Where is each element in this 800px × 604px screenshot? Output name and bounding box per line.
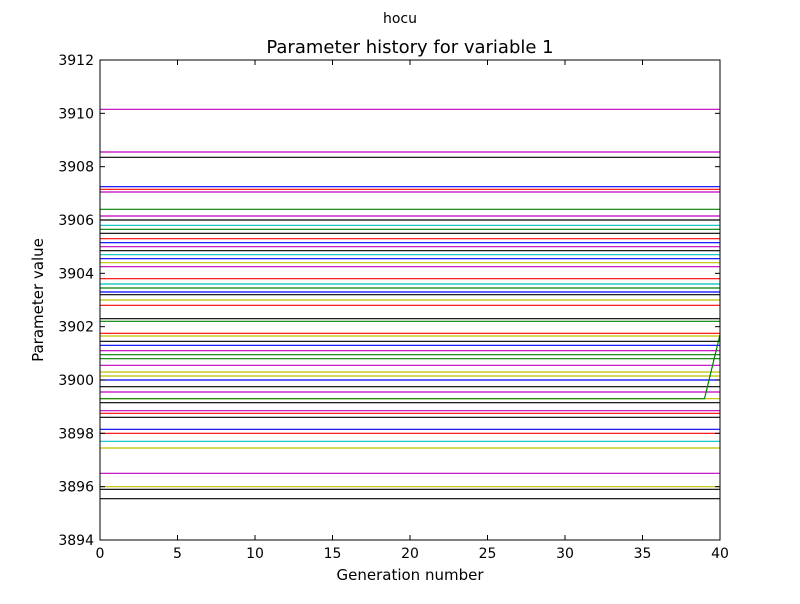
- x-axis-label: Generation number: [337, 566, 485, 584]
- y-tick-label: 3894: [58, 533, 94, 549]
- chart-title: Parameter history for variable 1: [266, 37, 553, 58]
- x-tick-label: 40: [711, 546, 729, 562]
- y-tick-label: 3912: [58, 53, 94, 69]
- x-tick-label: 0: [96, 546, 105, 562]
- y-axis: 3894 3896 3898 3900 3902 3904 3906 3908 3910 3912: [58, 53, 720, 549]
- y-tick-label: 3902: [58, 320, 94, 336]
- x-tick-label: 5: [173, 546, 182, 562]
- y-tick-label: 3904: [58, 266, 94, 282]
- x-tick-label: 20: [401, 546, 419, 562]
- series-lines: [100, 108, 720, 500]
- y-tick-label: 3906: [58, 213, 94, 229]
- y-axis-label: Parameter value: [29, 238, 47, 362]
- x-tick-label: 35: [634, 546, 652, 562]
- x-tick-label: 25: [479, 546, 497, 562]
- y-tick-label: 3896: [58, 480, 94, 496]
- x-axis: 0 5 10 15 20 25 30 35 40: [96, 60, 729, 562]
- y-tick-label: 3898: [58, 426, 94, 442]
- chart-suptitle: hocu: [383, 11, 417, 27]
- x-tick-label: 15: [324, 546, 342, 562]
- x-tick-label: 30: [556, 546, 574, 562]
- y-tick-label: 3900: [58, 373, 94, 389]
- series-line-56: [100, 334, 720, 400]
- y-tick-label: 3910: [58, 106, 94, 122]
- x-tick-label: 10: [246, 546, 264, 562]
- y-tick-label: 3908: [58, 160, 94, 176]
